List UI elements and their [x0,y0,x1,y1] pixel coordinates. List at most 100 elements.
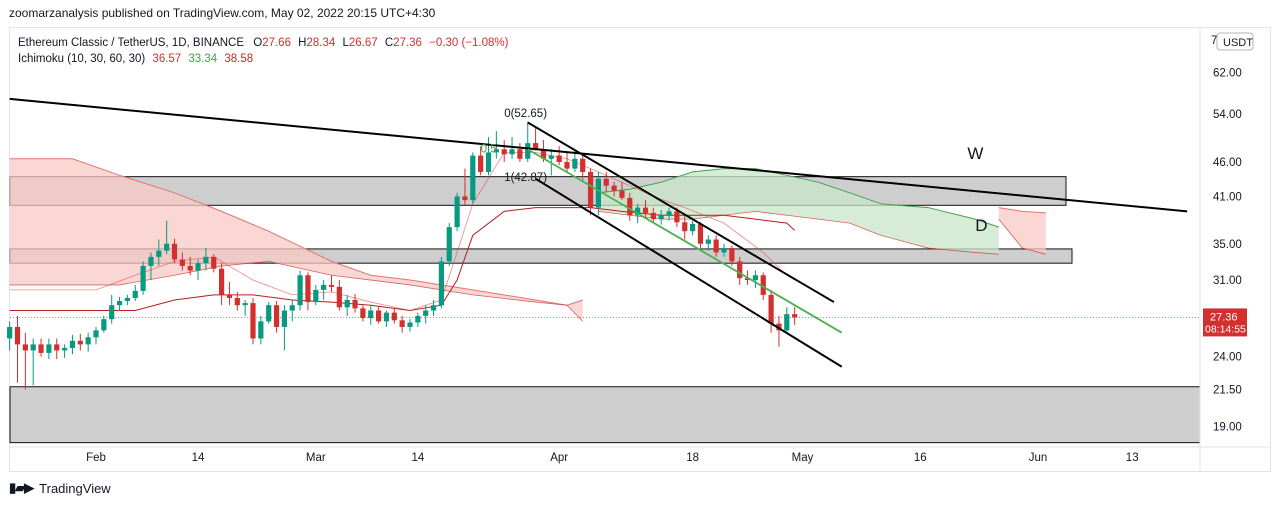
candle [792,306,798,326]
footer-brand: ▮▰▶ TradingView [9,480,111,496]
candle-body [737,261,743,279]
ohlc-close-label: C [384,37,394,49]
candle-body [85,337,91,345]
candle [226,281,233,306]
channel-lower-line [535,177,843,368]
candle-body [627,197,633,216]
candle-body [321,284,327,290]
ohlc-high-label: H [298,37,307,49]
currency-button-box [1216,32,1254,51]
candle [313,284,319,306]
candle-body [705,239,711,244]
candle-body [642,207,649,213]
candle-body [603,178,609,186]
candle [140,261,146,295]
x-tick-label: May [792,452,814,464]
candle [580,155,586,183]
candle [164,220,170,255]
candle-body [336,286,342,308]
y-tick-label: 19.00 [1213,421,1242,433]
candle-body [399,320,405,327]
candle-body [619,190,625,198]
candle-body [211,256,217,269]
candle-body [101,319,107,331]
candle [116,296,123,311]
candle-body [195,263,201,271]
candle-body [391,312,397,321]
candle [517,143,523,163]
candle [784,307,790,333]
candle-body [650,212,656,220]
candle-body [305,275,311,303]
candle [124,294,130,306]
indicator-value-2: 33.34 [188,53,218,65]
last-price-value: 27.36 [1210,311,1238,323]
candle [478,146,484,176]
candle [525,121,531,163]
y-tick-label: 46.00 [1213,157,1242,169]
candle-body [470,155,476,201]
publisher-line: zoomarzanalysis published on TradingView… [9,6,436,20]
y-tick-label: 54.00 [1213,109,1242,121]
indicator-value-3: 38.58 [224,53,254,65]
candle-body [501,149,507,155]
candle [156,239,162,266]
candle-body [635,207,641,216]
candle [423,305,429,324]
candle [603,171,609,193]
currency-button[interactable]: USDT [1216,32,1254,51]
candle [289,300,295,322]
candle-body [148,256,154,266]
candle-body [38,344,44,353]
candle [109,294,115,324]
candle-body [7,326,13,339]
candle-body [281,310,287,327]
candle-body [30,344,36,351]
candle-body [352,300,358,309]
candle-body [164,243,170,251]
candle-body [454,196,460,228]
candle-body [423,310,429,316]
candle [93,326,99,345]
candle [501,140,507,163]
cloud-segment-0 [9,158,583,322]
candle-body [116,301,123,306]
candle [415,312,421,327]
cloud-span-a-2 [998,207,1046,214]
channel-upper-line [527,121,835,303]
candle-body [250,303,256,339]
y-tick-label: 24.00 [1213,352,1242,364]
candle-body [328,284,335,287]
footer-brand-text: TradingView [39,480,111,496]
last-price-box [1203,308,1247,337]
candle [203,248,209,271]
candle-body [226,294,233,298]
candle [258,315,264,345]
candle [321,280,327,301]
candle [266,302,272,324]
candle [171,238,178,264]
candle [697,222,704,249]
candle-body [234,297,240,306]
candle [54,338,60,360]
cloud-span-a-0 [9,158,583,306]
candle [485,137,492,176]
candle [713,235,719,257]
candle [242,300,248,316]
candle-body [446,227,452,262]
candle-body [297,275,303,306]
candle-body [22,344,28,351]
ohlc-close: 27.36 [393,37,422,49]
candle [682,215,688,240]
candle-body [109,305,115,320]
candle-body [572,158,578,169]
ohlc-change: −0.30 (−1.08%) [429,37,509,49]
candle-body [219,268,225,295]
y-tick-label: 21.50 [1213,385,1242,397]
candle [305,272,311,311]
zone-bottom [9,386,1201,444]
channel-mid-line [527,148,843,334]
candle-body [587,171,594,208]
candle [148,252,154,281]
